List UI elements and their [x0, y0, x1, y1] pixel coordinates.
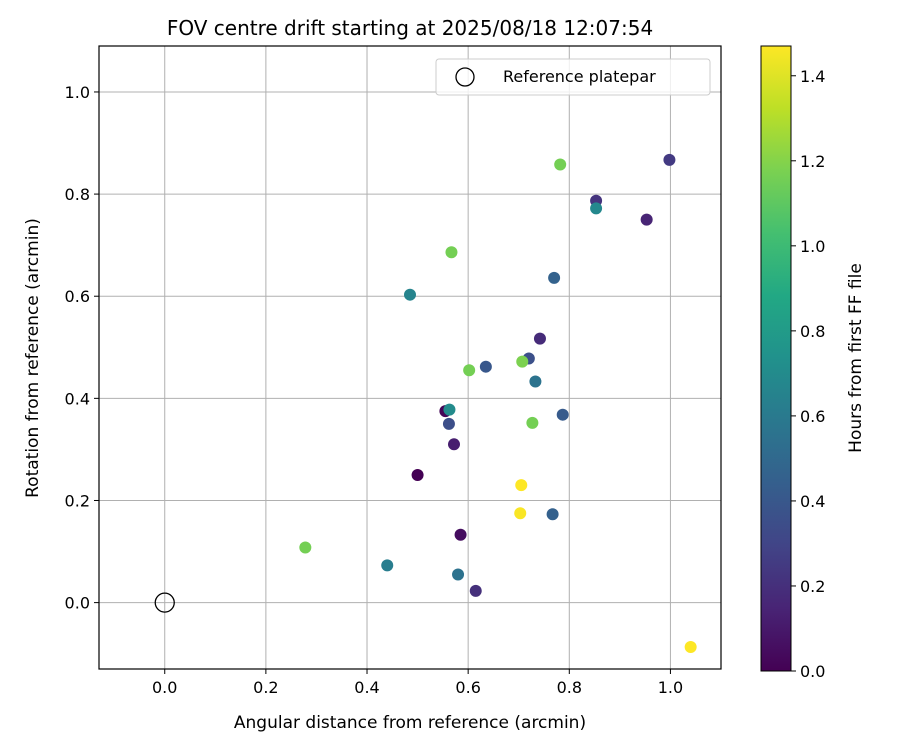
data-point	[516, 355, 529, 368]
colorbar-tick-label: 1.4	[800, 67, 825, 86]
x-tick-label: 0.2	[253, 678, 278, 697]
x-axis-ticks: 0.0 0.2 0.4 0.6 0.8 1.0	[152, 669, 683, 697]
colorbar: 0.0 0.2 0.4 0.6 0.8 1.0 1.2 1.4 Hours from firs…	[760, 45, 866, 681]
reference-platepar-marker	[154, 592, 175, 613]
grid	[99, 46, 721, 669]
legend-label-reference: Reference platepar	[503, 67, 656, 86]
colorbar-tick-label: 1.2	[800, 152, 825, 171]
legend: Reference platepar	[435, 58, 711, 96]
data-point	[554, 158, 567, 171]
data-point	[684, 641, 697, 654]
data-point	[443, 403, 456, 416]
colorbar-label: Hours from first FF file	[846, 263, 866, 453]
y-tick-label: 0.6	[65, 287, 90, 306]
data-point	[548, 271, 561, 284]
data-point	[640, 213, 653, 226]
y-tick-label: 0.0	[65, 594, 90, 613]
y-tick-label: 0.4	[65, 389, 90, 408]
legend-box	[435, 58, 711, 96]
colorbar-tick-label: 0.2	[800, 577, 825, 596]
colorbar-tick-label: 0.8	[800, 322, 825, 341]
data-point	[469, 584, 482, 597]
colorbar-tick-label: 0.6	[800, 407, 825, 426]
data-point	[463, 364, 476, 377]
data-point	[526, 416, 539, 429]
x-tick-label: 0.6	[455, 678, 480, 697]
data-point	[556, 408, 569, 421]
y-tick-label: 0.8	[65, 185, 90, 204]
data-point	[442, 417, 455, 430]
x-tick-label: 1.0	[658, 678, 683, 697]
data-point	[514, 507, 527, 520]
colorbar-ticks: 0.0 0.2 0.4 0.6 0.8 1.0 1.2 1.4	[791, 67, 825, 681]
y-tick-label: 1.0	[65, 83, 90, 102]
chart-title: FOV centre drift starting at 2025/08/18 …	[167, 16, 653, 40]
data-point	[590, 202, 603, 215]
data-point	[515, 479, 528, 492]
data-point	[663, 153, 676, 166]
data-point	[454, 528, 467, 541]
x-axis-label: Angular distance from reference (arcmin)	[234, 713, 586, 733]
colorbar-tick-label: 1.0	[800, 237, 825, 256]
data-point	[445, 246, 458, 259]
data-point	[411, 468, 424, 481]
data-point	[479, 360, 492, 373]
data-point	[299, 541, 312, 554]
x-tick-label: 0.8	[557, 678, 582, 697]
y-tick-label: 0.2	[65, 491, 90, 510]
x-tick-label: 0.0	[152, 678, 177, 697]
data-point	[404, 288, 416, 301]
legend-marker-reference	[455, 67, 475, 87]
data-points	[154, 153, 697, 654]
x-tick-label: 0.4	[354, 678, 379, 697]
data-point	[546, 508, 559, 521]
colorbar-gradient	[760, 45, 792, 672]
plot-frame	[98, 45, 722, 670]
y-axis-ticks: 0.0 0.2 0.4 0.6 0.8 1.0	[65, 83, 99, 613]
data-point	[447, 438, 460, 451]
data-point	[381, 559, 394, 572]
colorbar-tick-label: 0.0	[800, 662, 825, 681]
colorbar-tick-label: 0.4	[800, 492, 825, 511]
data-point	[529, 375, 542, 388]
data-point	[452, 568, 465, 581]
y-axis-label: Rotation from reference (arcmin)	[23, 218, 43, 498]
data-point	[533, 332, 546, 345]
